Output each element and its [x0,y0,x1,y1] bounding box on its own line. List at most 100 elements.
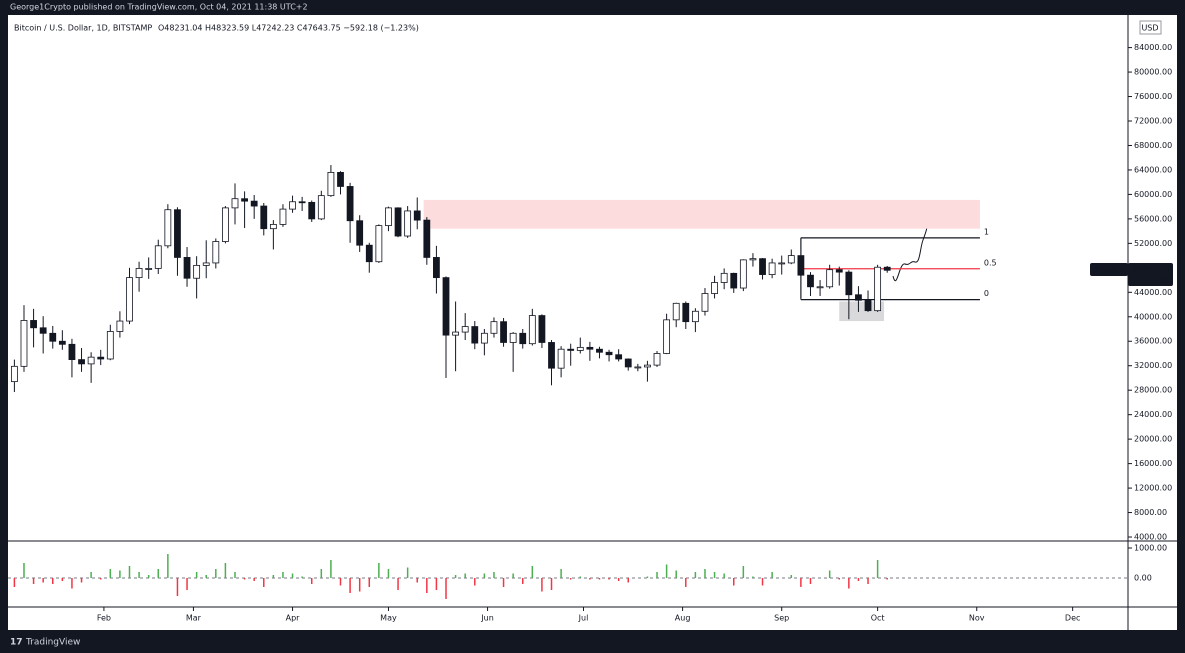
y-tick-label: 60000.00 [1134,190,1172,199]
candle-body [663,319,671,354]
candle-body [615,354,623,360]
candle-body [528,315,536,345]
candle-body [816,286,824,289]
y-tick-label: 8000.00 [1134,508,1167,517]
y-tick-label: 16000.00 [1134,459,1172,468]
candle-body [106,331,114,360]
candle-body [308,201,316,220]
highlight-box [839,301,885,322]
candle-body [768,262,776,275]
y-tick-label: 68000.00 [1134,141,1172,150]
candle-body [231,198,239,209]
candle-body [739,259,747,289]
candle-body [164,209,172,247]
x-tick-label: Feb [97,614,111,623]
candle-body [442,277,450,336]
candle-body [797,255,805,276]
candle-body [365,244,373,263]
candle-body [30,320,37,329]
candle-body [49,332,57,342]
candle-body [97,356,105,360]
fib-label: 0 [984,289,989,298]
candle-body [385,207,392,227]
candle-body [749,258,757,261]
candle-body [452,331,460,336]
y-tick-label: 80000.00 [1134,68,1172,77]
candle-body [855,294,862,301]
x-tick-label: Dec [1065,614,1080,623]
candle-body [701,293,709,312]
candle-body [327,171,335,197]
y-tick-label: 12000.00 [1134,484,1172,493]
candle-body [413,210,421,221]
y-tick-label: 72000.00 [1134,117,1172,126]
x-tick-label: May [380,614,397,623]
candle-body [461,326,469,333]
x-tick-label: Nov [969,614,985,623]
candle-body [241,198,248,202]
y-tick-label: 36000.00 [1134,337,1172,346]
candle-body [778,262,786,265]
symbol-box [1090,263,1128,277]
candle-body [10,365,18,383]
candle-body [471,326,479,344]
symbol-label: BTCUSD [1093,266,1126,275]
y-tick-label: 44000.00 [1134,288,1172,297]
x-tick-label: Jul [578,614,589,623]
candle-body [375,225,383,263]
candle-body [39,327,47,334]
candle-body [634,366,642,369]
candle-body [787,255,795,264]
candle-body [567,348,575,351]
y-tick-label: 56000.00 [1134,214,1172,223]
currency-box[interactable] [1139,20,1162,35]
candle-body [174,209,181,258]
candle-body [193,264,201,279]
y-tick-label: 64000.00 [1134,165,1172,174]
ohlc-info: O48231.04 H48323.59 L47242.23 C47643.75 … [158,24,419,33]
candle-body [337,171,344,187]
y-tick-label: 52000.00 [1134,239,1172,248]
candle-body [269,223,277,230]
candle-body [222,207,229,242]
candle-body [624,358,632,368]
osc-tick-label: 1000.00 [1134,543,1167,552]
supply-zone [423,199,980,229]
y-tick-label: 76000.00 [1134,92,1172,101]
chart-title: Bitcoin / U.S. Dollar, 1D, BITSTAMP [14,24,152,33]
candle-body [145,268,153,270]
candle-body [298,201,306,204]
candle-body [135,268,143,279]
candle-body [154,245,162,269]
candle-body [644,364,651,368]
currency[interactable]: USD [1141,24,1158,33]
candle-body [87,356,95,365]
candle-body [883,266,891,271]
candle-body [548,342,555,369]
candle-body [394,207,402,237]
last-price: 47643.75 [1131,265,1173,274]
candle-body [433,257,440,279]
x-tick-label: Oct [871,614,885,623]
chart-background [8,15,1177,630]
candle-body [557,348,565,369]
y-tick-label: 40000.00 [1134,312,1172,321]
x-tick-label: Jun [480,614,494,623]
y-tick-label: 84000.00 [1134,43,1172,52]
candle-body [596,348,603,353]
candle-body [711,282,718,294]
candle-body [845,271,853,296]
candle-body [682,302,690,323]
candle-body [874,266,882,312]
candle-body [586,346,594,350]
candle-body [672,302,680,321]
candle-body [404,210,412,237]
brand: TradingView [25,638,80,648]
candle-body [605,351,613,356]
y-tick-label: 28000.00 [1134,386,1172,395]
countdown: 14:21:45 [1133,276,1169,285]
candle-body [826,269,834,288]
candle-body [20,320,28,367]
candle-body [538,315,546,343]
